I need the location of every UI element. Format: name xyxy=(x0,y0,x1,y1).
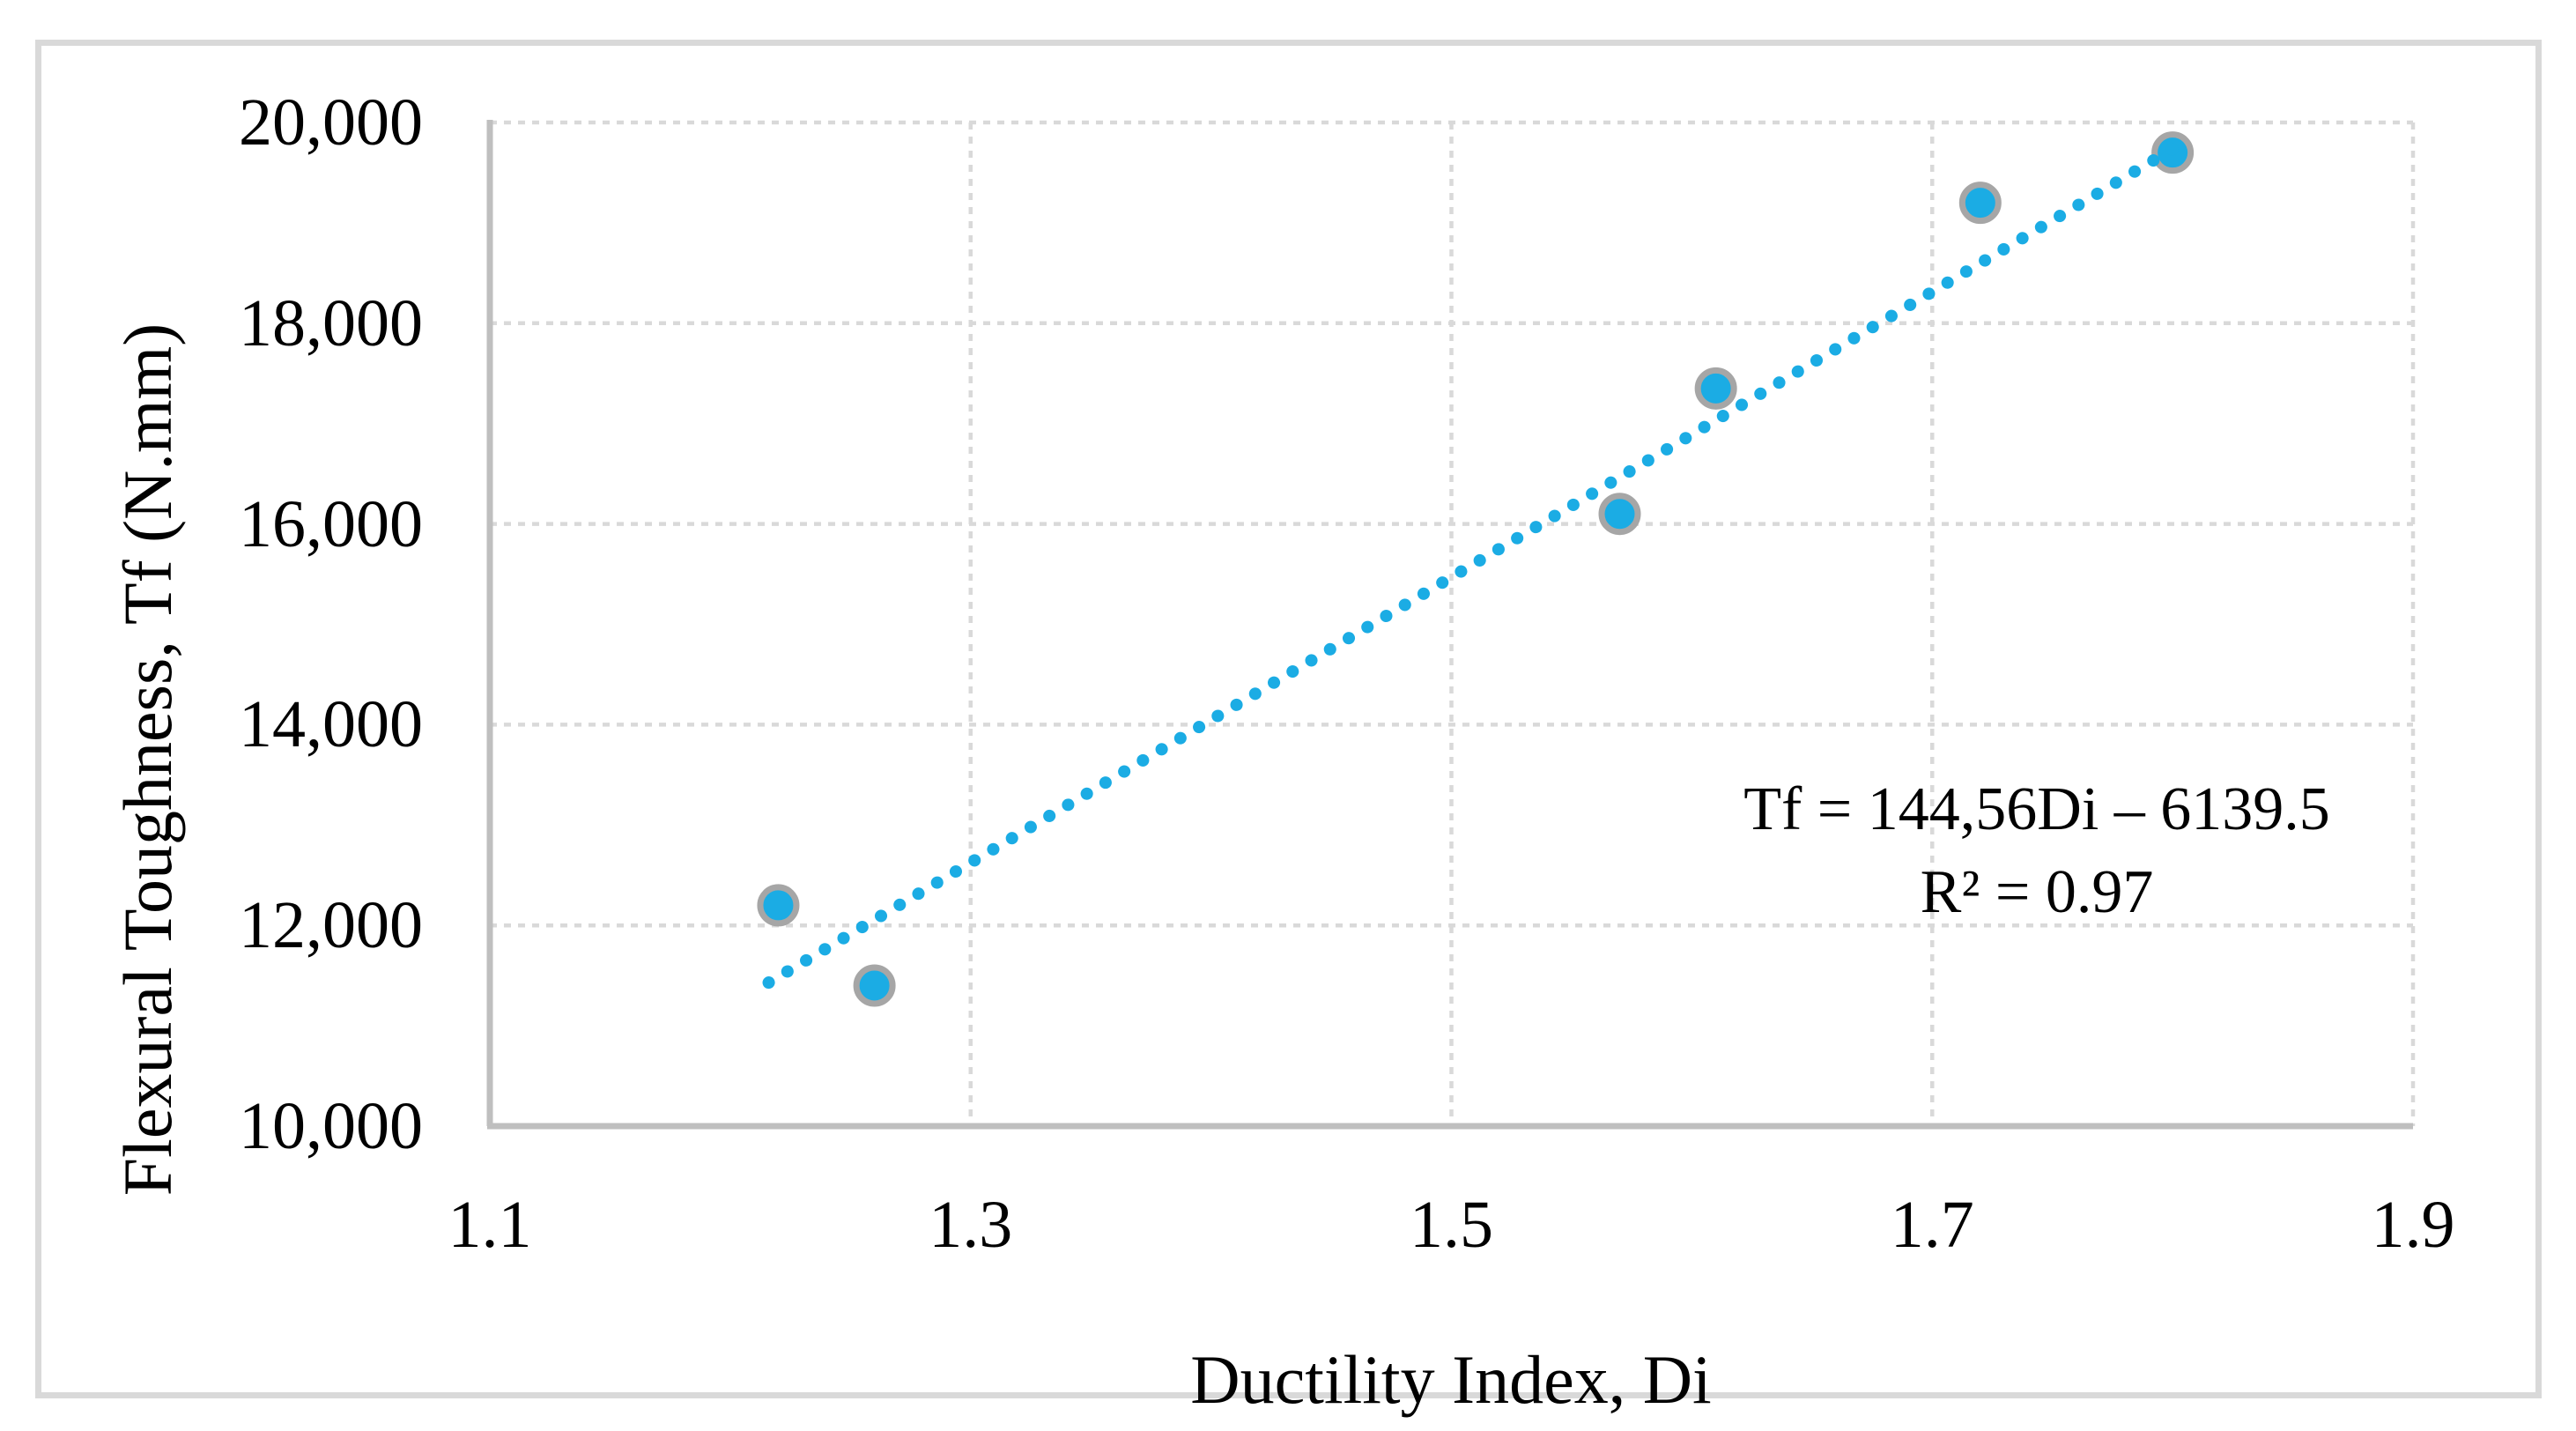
r-squared-line: R² = 0.97 xyxy=(1920,858,2154,926)
y-tick-label: 10,000 xyxy=(239,1089,423,1163)
y-tick-label: 12,000 xyxy=(239,888,423,963)
x-tick-label: 1.1 xyxy=(448,1188,532,1262)
equation-line: Tf = 144,56Di – 6139.5 xyxy=(1743,775,2330,843)
data-point-marker xyxy=(1598,493,1641,536)
x-axis-title: Ductility Index, Di xyxy=(1190,1341,1712,1418)
data-point-marker xyxy=(757,884,800,927)
y-tick-label: 14,000 xyxy=(239,687,423,762)
data-point-marker xyxy=(853,964,896,1007)
x-tick-label: 1.3 xyxy=(929,1188,1013,1262)
x-tick-label: 1.5 xyxy=(1410,1188,1493,1262)
y-tick-label: 18,000 xyxy=(239,285,423,360)
figure-border xyxy=(35,40,2542,1398)
data-point-marker xyxy=(1958,182,2002,225)
data-point-marker xyxy=(1694,367,1737,410)
y-tick-label: 16,000 xyxy=(239,486,423,561)
x-tick-label: 1.9 xyxy=(2371,1188,2455,1262)
y-tick-label: 20,000 xyxy=(239,85,423,159)
x-tick-label: 1.7 xyxy=(1890,1188,1974,1262)
trendline-equation: Tf = 144,56Di – 6139.5 R² = 0.97 xyxy=(1743,768,2330,934)
y-axis-title: Flexural Toughness, Tf (N.mm) xyxy=(109,323,186,1197)
